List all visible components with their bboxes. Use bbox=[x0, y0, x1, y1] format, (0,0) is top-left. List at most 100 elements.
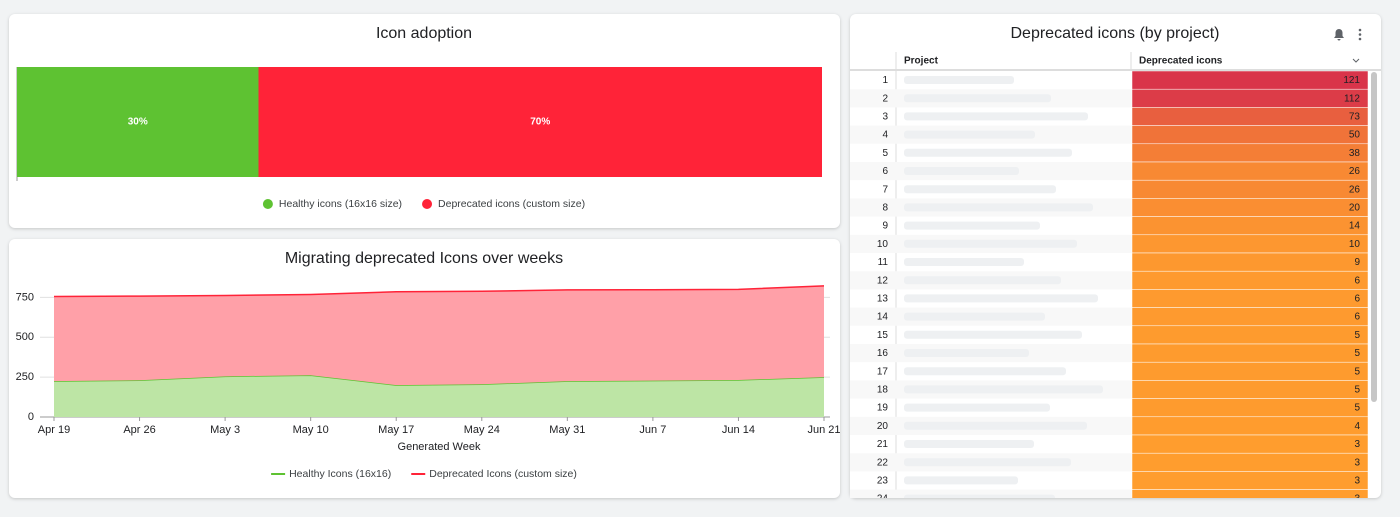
menu-icon[interactable] bbox=[1358, 28, 1362, 41]
cell-value: 6 bbox=[1354, 275, 1360, 286]
x-tick-label: Apr 26 bbox=[123, 424, 155, 436]
project-cell bbox=[904, 312, 1045, 321]
table-title: Deprecated icons (by project) bbox=[1011, 25, 1220, 42]
cell-value: 121 bbox=[1343, 75, 1360, 86]
cell-value: 73 bbox=[1349, 112, 1361, 123]
project-cell bbox=[904, 258, 1024, 266]
row-number: 3 bbox=[882, 112, 888, 123]
x-tick-label: Jun 14 bbox=[722, 424, 755, 436]
row-number: 2 bbox=[882, 93, 888, 104]
project-cell bbox=[904, 440, 1034, 448]
legend-marker bbox=[262, 199, 273, 209]
line bbox=[53, 285, 825, 298]
data-label: 30% bbox=[128, 117, 148, 128]
value-cell bbox=[1131, 325, 1369, 345]
row-number: 1 bbox=[882, 75, 888, 86]
data-label: 70% bbox=[530, 117, 550, 128]
legend: Healthy Icons (16x16) Deprecated Icons (c… bbox=[271, 468, 577, 480]
row-number: 15 bbox=[877, 330, 889, 341]
cell-value: 3 bbox=[1354, 494, 1360, 505]
value-cell bbox=[1131, 289, 1369, 308]
cell-value: 3 bbox=[1354, 439, 1360, 450]
row-number: 17 bbox=[877, 366, 889, 377]
cell-value: 20 bbox=[1349, 203, 1361, 214]
value-cell bbox=[1131, 398, 1369, 418]
project-cell bbox=[904, 185, 1056, 194]
project-cell bbox=[904, 294, 1098, 303]
project-cell bbox=[904, 276, 1061, 285]
cell-value: 26 bbox=[1349, 184, 1361, 195]
x-tick-label: May 17 bbox=[378, 424, 414, 436]
project-cell bbox=[904, 221, 1040, 230]
cell-value: 9 bbox=[1354, 257, 1360, 268]
row-number: 21 bbox=[877, 439, 889, 450]
column-header: Project bbox=[904, 56, 939, 67]
row-number: 6 bbox=[882, 166, 888, 177]
cell-value: 50 bbox=[1349, 130, 1361, 141]
project-cell bbox=[904, 349, 1029, 357]
cell-value: 38 bbox=[1349, 148, 1361, 159]
row-number: 23 bbox=[877, 476, 889, 487]
x-tick-label: May 24 bbox=[464, 424, 500, 436]
x-tick-label: May 3 bbox=[210, 424, 240, 436]
row-number: 7 bbox=[882, 184, 888, 195]
value-cell bbox=[1131, 434, 1369, 454]
row-number: 18 bbox=[877, 385, 889, 396]
project-cell bbox=[904, 203, 1093, 212]
y-tick-label: 750 bbox=[16, 291, 34, 303]
project-cell bbox=[904, 76, 1014, 84]
value-cell bbox=[1131, 88, 1369, 108]
chart-title: Migrating deprecated Icons over weeks bbox=[285, 250, 563, 267]
y-tick-label: 250 bbox=[16, 371, 34, 383]
value-cell bbox=[1131, 125, 1369, 145]
cell-value: 3 bbox=[1354, 457, 1360, 468]
value-cell bbox=[1131, 489, 1369, 498]
value-cell bbox=[1131, 416, 1369, 436]
project-cell bbox=[904, 403, 1050, 412]
legend-label: Deprecated Icons (custom size) bbox=[429, 468, 577, 480]
value-cell bbox=[1131, 471, 1369, 490]
value-cell bbox=[1131, 234, 1369, 254]
legend-label: Healthy Icons (16x16) bbox=[289, 468, 391, 480]
cell-value: 4 bbox=[1354, 421, 1360, 432]
value-cell bbox=[1131, 70, 1369, 90]
bar-segment bbox=[258, 67, 822, 177]
cell-value: 26 bbox=[1349, 166, 1361, 177]
row-number: 14 bbox=[877, 312, 889, 323]
value-cell bbox=[1131, 107, 1369, 126]
value-cell bbox=[1131, 270, 1369, 290]
project-cell bbox=[904, 239, 1077, 248]
row-number: 16 bbox=[877, 348, 889, 359]
row-number: 11 bbox=[878, 257, 889, 268]
value-cell bbox=[1131, 343, 1369, 363]
project-cell bbox=[904, 385, 1103, 394]
value-cell bbox=[1131, 179, 1369, 199]
project-cell bbox=[904, 494, 1055, 498]
value-cell bbox=[1131, 380, 1369, 399]
sort-icon[interactable] bbox=[1352, 58, 1360, 63]
cell-value: 5 bbox=[1354, 348, 1360, 359]
project-cell bbox=[904, 112, 1088, 121]
x-tick-label: May 31 bbox=[549, 424, 585, 436]
value-cell bbox=[1131, 143, 1369, 163]
x-axis-title: Generated Week bbox=[398, 441, 481, 453]
chart-title: Icon adoption bbox=[376, 25, 472, 42]
legend-marker bbox=[422, 199, 433, 209]
row-number: 19 bbox=[877, 403, 889, 414]
scrollbar[interactable] bbox=[1371, 72, 1377, 402]
alert-icon[interactable] bbox=[1334, 29, 1344, 41]
value-cell bbox=[1131, 361, 1369, 381]
row-number: 5 bbox=[882, 148, 888, 159]
project-cell bbox=[904, 167, 1019, 175]
cell-value: 6 bbox=[1354, 294, 1360, 305]
value-cell bbox=[1131, 161, 1369, 181]
area bbox=[54, 285, 824, 386]
row-number: 4 bbox=[882, 130, 888, 141]
row-number: 20 bbox=[877, 421, 889, 432]
legend-label: Deprecated icons (custom size) bbox=[438, 198, 585, 210]
area bbox=[54, 375, 824, 417]
x-tick-label: Jun 21 bbox=[807, 424, 840, 436]
project-cell bbox=[904, 94, 1051, 103]
